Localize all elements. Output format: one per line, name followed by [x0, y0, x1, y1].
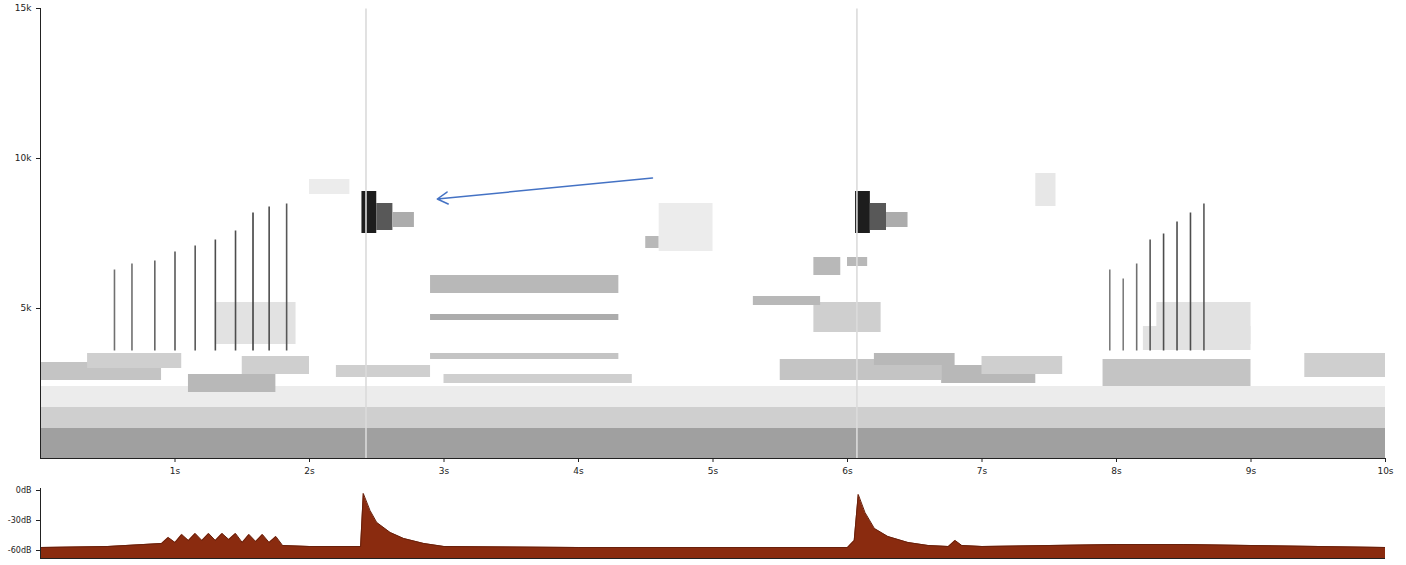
svg-text:8s: 8s	[1111, 466, 1122, 476]
svg-text:4s: 4s	[573, 466, 584, 476]
svg-text:5s: 5s	[708, 466, 719, 476]
svg-text:10k: 10k	[15, 153, 32, 163]
svg-text:10s: 10s	[1377, 466, 1393, 476]
svg-text:6s: 6s	[842, 466, 853, 476]
svg-text:1s: 1s	[170, 466, 181, 476]
svg-text:3s: 3s	[439, 466, 450, 476]
svg-text:0dB: 0dB	[16, 486, 32, 495]
svg-text:2s: 2s	[304, 466, 315, 476]
svg-text:9s: 9s	[1246, 466, 1257, 476]
svg-text:15k: 15k	[15, 3, 32, 13]
svg-text:-60dB: -60dB	[8, 546, 32, 555]
svg-text:5k: 5k	[21, 303, 33, 313]
svg-text:-30dB: -30dB	[8, 516, 32, 525]
svg-text:7s: 7s	[977, 466, 988, 476]
